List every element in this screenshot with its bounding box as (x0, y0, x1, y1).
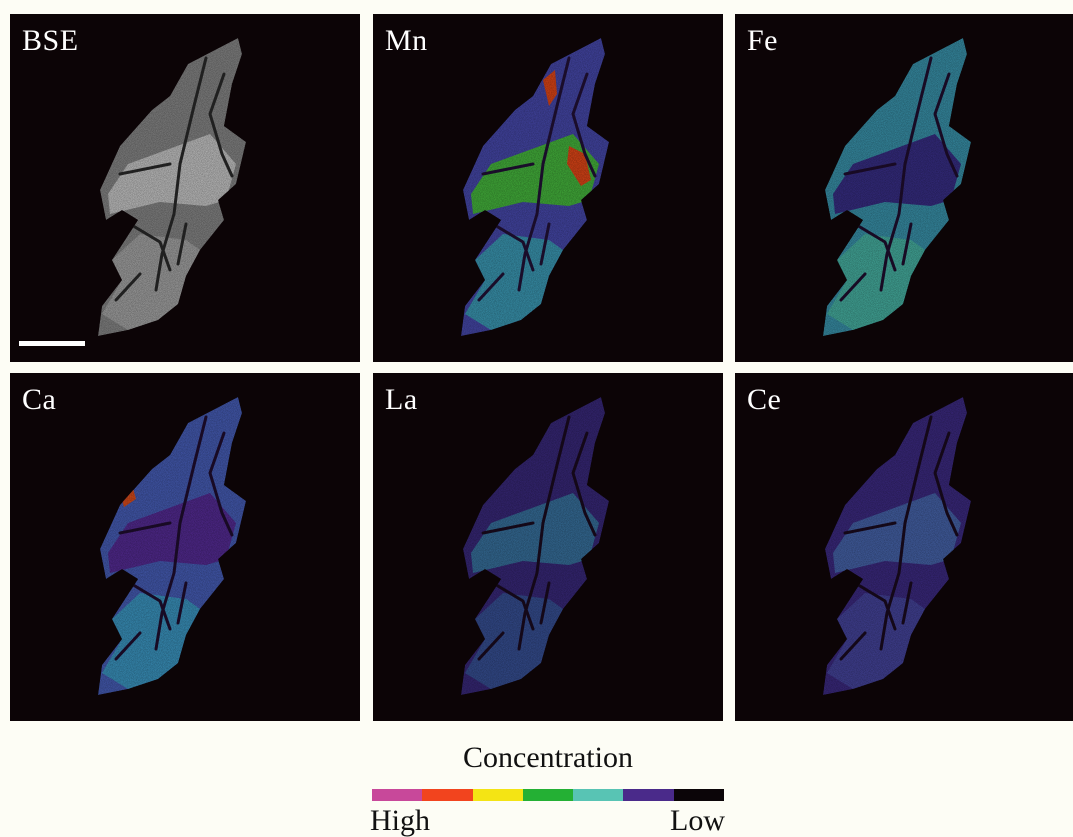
grain-crack (128, 581, 172, 631)
grain-crack (539, 581, 551, 625)
legend-low-label: Low (670, 804, 725, 837)
grain-crack (114, 631, 142, 661)
grain-crack (114, 272, 142, 302)
panel-label-la: La (385, 383, 418, 416)
ca-map-image (98, 397, 246, 695)
mn-map-panel: Mn (373, 14, 723, 362)
ce-map-image (823, 397, 971, 695)
grain-crack (491, 222, 535, 272)
grain-crack (843, 162, 897, 176)
fe-map-image (823, 38, 971, 336)
legend-title: Concentration (463, 741, 633, 774)
colorbar-swatch (472, 789, 523, 801)
colorbar-swatch (623, 789, 674, 801)
mn-map-image (461, 38, 609, 336)
colorbar-swatch (673, 789, 724, 801)
panel-label-fe: Fe (747, 24, 778, 57)
fe-map-panel: Fe (735, 14, 1073, 362)
grain-texture (823, 397, 971, 695)
bse-image (98, 38, 246, 336)
grain-crack (839, 631, 867, 661)
grain-crack (879, 415, 933, 651)
grain-crack (118, 521, 172, 535)
grain-crack (571, 431, 597, 537)
grain-texture (461, 38, 609, 336)
grain-crack (901, 222, 913, 266)
panel-label-ca: Ca (22, 383, 57, 416)
legend-high-label: High (370, 804, 430, 837)
la-map-image (461, 397, 609, 695)
panel-label-ce: Ce (747, 383, 782, 416)
grain-crack (517, 56, 571, 292)
scale-bar (19, 341, 85, 346)
ca-map-panel: Ca (10, 373, 360, 721)
grain-crack (491, 581, 535, 631)
ce-map-panel: Ce (735, 373, 1073, 721)
grain-crack (901, 581, 913, 625)
grain-crack (176, 581, 188, 625)
colorbar-swatch (372, 789, 423, 801)
bse-panel: BSE (10, 14, 360, 362)
grain-texture (823, 38, 971, 336)
concentration-colorbar (372, 789, 724, 801)
grain-crack (176, 222, 188, 266)
grain-crack (853, 222, 897, 272)
panel-label-bse: BSE (22, 24, 79, 57)
grain-crack (517, 415, 571, 651)
colorbar-swatch (522, 789, 574, 801)
grain-crack (154, 415, 208, 651)
grain-crack (853, 581, 897, 631)
panel-label-mn: Mn (385, 24, 428, 57)
colorbar-swatch (573, 789, 624, 801)
grain-texture (98, 38, 246, 336)
grain-crack (571, 72, 597, 178)
grain-crack (933, 431, 959, 537)
grain-crack (843, 521, 897, 535)
grain-texture (461, 397, 609, 695)
grain-crack (128, 222, 172, 272)
colorbar-swatch (422, 789, 473, 801)
grain-crack (539, 222, 551, 266)
grain-crack (839, 272, 867, 302)
grain-crack (154, 56, 208, 292)
grain-crack (933, 72, 959, 178)
grain-crack (879, 56, 933, 292)
grain-crack (481, 521, 535, 535)
grain-crack (118, 162, 172, 176)
grain-crack (208, 431, 234, 537)
grain-crack (208, 72, 234, 178)
grain-crack (477, 631, 505, 661)
grain-crack (477, 272, 505, 302)
la-map-panel: La (373, 373, 723, 721)
grain-texture (98, 397, 246, 695)
grain-crack (481, 162, 535, 176)
